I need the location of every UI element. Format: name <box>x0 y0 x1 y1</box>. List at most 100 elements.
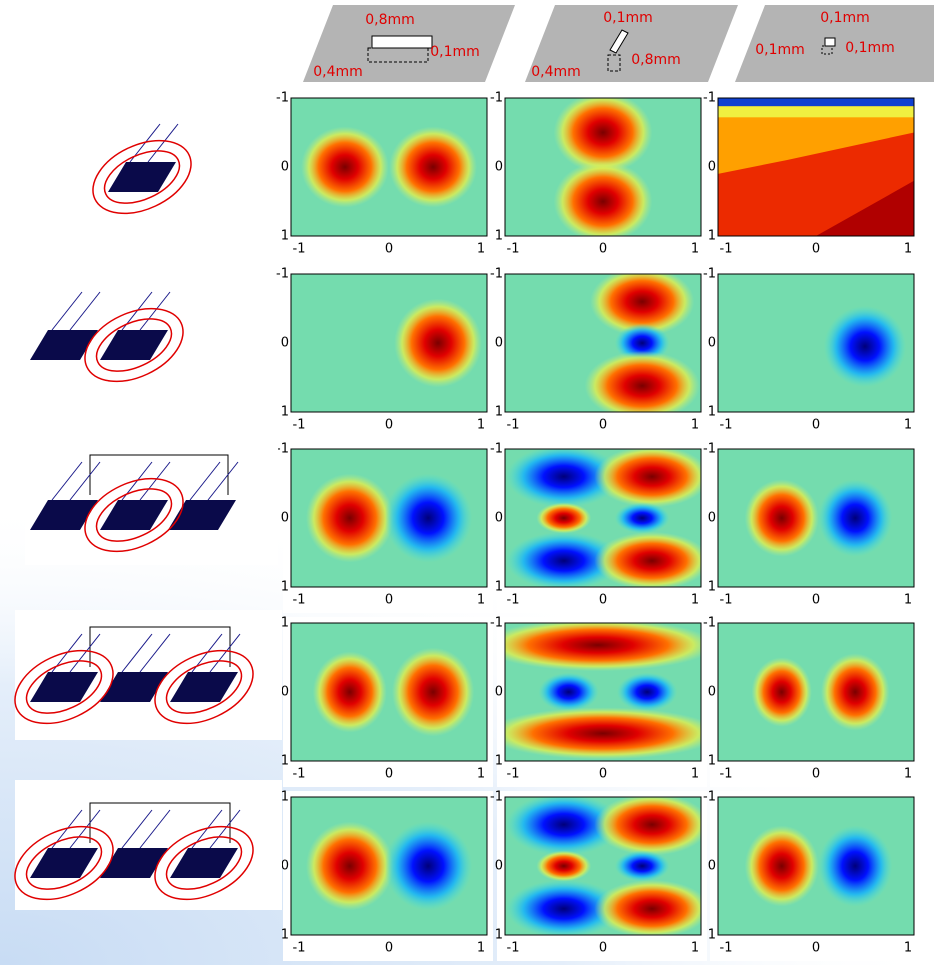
coil-sketch <box>14 610 282 740</box>
plot-frame <box>504 97 702 237</box>
heatmap-panel: -1 0 1-101 <box>703 91 920 262</box>
plot-area <box>505 623 701 761</box>
y-tick-label: 0 <box>495 160 503 175</box>
x-tick-label: 1 <box>904 593 912 608</box>
x-tick-label: 0 <box>812 593 820 608</box>
x-tick-label: 1 <box>477 418 485 433</box>
sensor-pad <box>30 500 98 530</box>
heatmap-panel: -1 0 1-101 <box>276 267 493 438</box>
plot-frame <box>290 97 488 237</box>
flux-loop <box>154 649 254 725</box>
x-tick-label: 1 <box>477 767 485 782</box>
field-blob <box>584 351 700 412</box>
sensor-pad <box>170 672 238 702</box>
y-tick-label: 1 <box>708 405 716 420</box>
sensor-pad <box>100 672 168 702</box>
plot-frame <box>504 273 702 413</box>
plot-area <box>291 797 487 935</box>
x-tick-label: -1 <box>293 242 306 257</box>
element-sketch <box>607 54 621 72</box>
plot-frame <box>290 796 488 936</box>
y-tick-label: -1 <box>276 442 289 457</box>
y-tick-label: -1 <box>490 790 503 805</box>
y-tick-label: -1 <box>490 267 503 282</box>
sensor-pad <box>30 848 98 878</box>
field-blob <box>506 531 622 587</box>
dimension-label: 0,4mm <box>313 64 363 80</box>
heatmap-panel: -1 0 1-101 <box>276 790 493 961</box>
plot-area <box>505 797 701 935</box>
field-blob <box>389 126 478 208</box>
lead-wire <box>209 809 241 849</box>
y-tick-label: 0 <box>495 859 503 874</box>
sensor-pad <box>100 848 168 878</box>
field-blob <box>818 825 893 907</box>
y-tick-label: 1 <box>495 580 503 595</box>
flux-loop <box>25 660 103 714</box>
y-tick-label: 0 <box>281 160 289 175</box>
field-blob <box>384 473 473 563</box>
field-blob <box>553 98 653 174</box>
lead-wire <box>121 633 153 673</box>
field-blob <box>594 531 701 587</box>
x-tick-label: 1 <box>691 242 699 257</box>
y-tick-label: 1 <box>281 580 289 595</box>
x-tick-label: -1 <box>720 418 733 433</box>
dimension-label: 0,1mm <box>845 40 895 56</box>
x-tick-label: 1 <box>477 242 485 257</box>
element-sketch <box>371 35 433 49</box>
x-tick-label: -1 <box>293 941 306 956</box>
lead-wire <box>139 461 171 501</box>
x-tick-label: 1 <box>691 767 699 782</box>
x-tick-label: 0 <box>599 418 607 433</box>
field-blob <box>300 126 389 208</box>
lead-wire <box>189 461 221 501</box>
dimension-label: 0,1mm <box>820 10 870 26</box>
field-blob <box>553 160 653 236</box>
x-tick-label: -1 <box>507 418 520 433</box>
plot-frame <box>504 622 702 762</box>
flux-loop <box>92 139 192 215</box>
y-tick-label: -1 <box>703 790 716 805</box>
lead-wire <box>139 809 171 849</box>
x-tick-label: 1 <box>691 941 699 956</box>
dimension-label: 0,1mm <box>430 44 480 60</box>
field-blob <box>506 797 622 856</box>
plot-frame <box>504 448 702 588</box>
plot-frame <box>290 622 488 762</box>
y-tick-label: 0 <box>708 685 716 700</box>
y-tick-label: -1 <box>703 616 716 631</box>
heatmap-panel: -1 0 1-101 <box>490 442 707 613</box>
plot-area <box>718 274 914 412</box>
y-tick-label: 1 <box>495 405 503 420</box>
heatmap-panel: -1 0 1-101 <box>703 442 920 613</box>
field-blob <box>305 821 394 911</box>
sensor-pad <box>100 330 168 360</box>
x-tick-label: -1 <box>720 941 733 956</box>
x-tick-label: -1 <box>293 418 306 433</box>
y-tick-label: 0 <box>281 336 289 351</box>
x-tick-label: 0 <box>812 242 820 257</box>
element-sketch <box>824 37 836 47</box>
field-blob <box>818 479 893 557</box>
sensor-pad <box>170 848 238 878</box>
lead-wire <box>69 291 101 331</box>
x-tick-label: -1 <box>507 941 520 956</box>
x-tick-label: 1 <box>691 593 699 608</box>
coil-sketch <box>25 291 185 385</box>
field-blob <box>538 672 599 712</box>
y-tick-label: 0 <box>281 859 289 874</box>
lead-wire <box>69 633 101 673</box>
x-tick-label: 1 <box>904 418 912 433</box>
x-tick-label: 0 <box>385 593 393 608</box>
plot-area <box>291 449 487 587</box>
field-blob <box>751 657 812 727</box>
y-tick-label: 1 <box>708 928 716 943</box>
y-tick-label: 0 <box>708 336 716 351</box>
field-blob <box>391 647 475 737</box>
plot-area <box>718 98 914 236</box>
field-blob <box>506 449 622 508</box>
element-sketch <box>609 29 629 54</box>
heatmap-panel: -1 0 1-101 <box>703 267 920 438</box>
